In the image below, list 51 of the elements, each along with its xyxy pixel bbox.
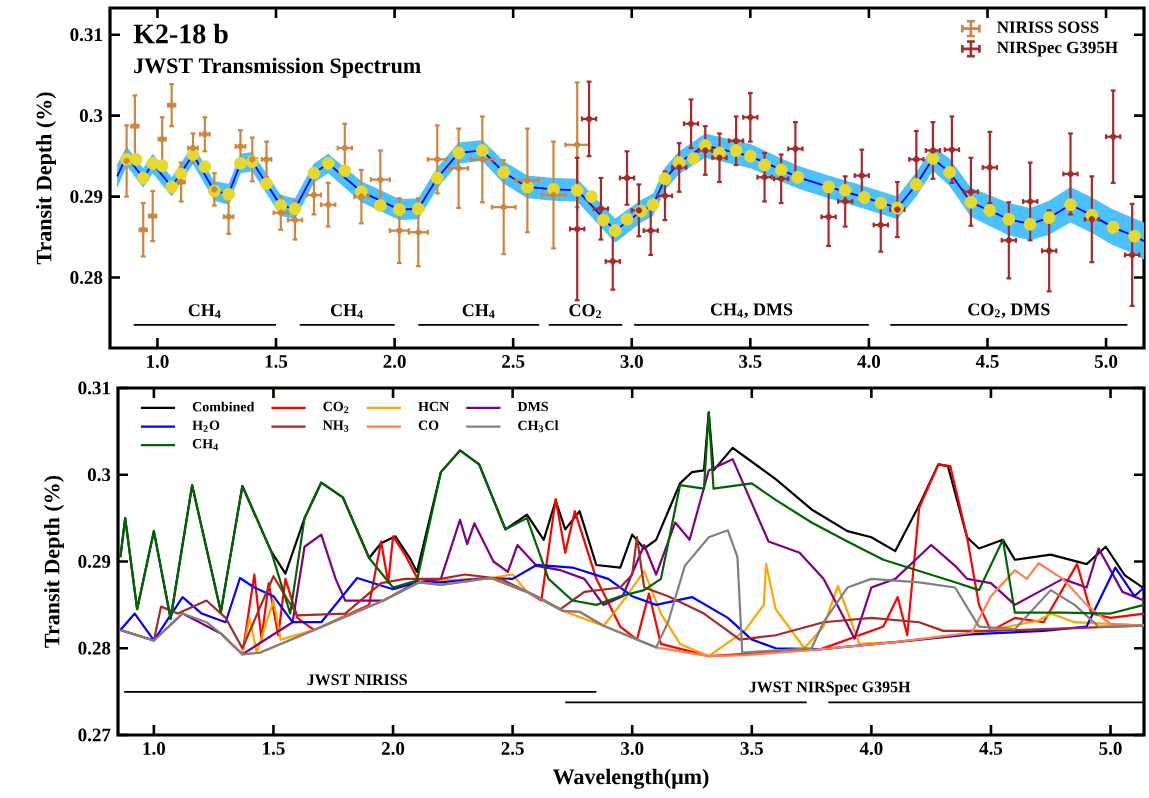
x-tick-label: 2.5: [501, 742, 524, 755]
x-tick-label: 1.5: [263, 742, 285, 755]
y-tick-label: 0.31: [70, 28, 102, 42]
legend-label: Combined: [192, 401, 255, 412]
y-tick-label: 0.29: [70, 190, 103, 204]
annotation: CH$_{4}$: [330, 304, 363, 319]
x-tick-label: 4.5: [975, 355, 999, 368]
x-tick-label: 3.0: [620, 355, 643, 368]
x-tick-label: 2.0: [383, 355, 406, 368]
y-tick-label: 0.28: [70, 271, 103, 285]
legend-label: CH$_{3}$Cl: [518, 420, 559, 433]
annotation: CO$_{2}$: [569, 304, 602, 319]
annotation: JWST NIRISS: [307, 674, 407, 686]
x-tick-label: 3.0: [621, 742, 644, 755]
y-tick-label: 0.3: [79, 109, 103, 123]
y-axis-title: Transit Depth (%): [44, 475, 64, 648]
x-tick-label: 2.5: [502, 355, 525, 368]
y-tick-label: 0.3: [87, 468, 111, 482]
x-axis-title: Wavelength(μm): [552, 768, 709, 789]
annotation: JWST NIRSpec G395H: [749, 681, 911, 696]
legend-label: CO$_{2}$: [323, 401, 349, 414]
legend-label: CH$_{4}$: [192, 439, 218, 451]
legend-label: CO: [418, 420, 439, 430]
x-tick-label: 3.5: [739, 355, 762, 368]
y-tick-label: 0.31: [78, 381, 110, 395]
annotation: CH$_{4}$: [188, 304, 221, 319]
annotation: CO$_{2}$, DMS: [968, 303, 1050, 319]
legend-label: HCN: [418, 401, 449, 412]
legend-label: H$_{2}$O: [192, 420, 220, 432]
chart-title: K2-18 b: [133, 23, 228, 44]
x-tick-label: 1.0: [147, 355, 169, 368]
y-axis-title: Transit Depth (%): [36, 92, 56, 265]
x-tick-label: 1.5: [265, 355, 288, 368]
legend-label: NH$_{3}$: [322, 420, 349, 432]
x-tick-label: 5.0: [1094, 355, 1118, 368]
text: JWST Transmission Spectrum: [134, 57, 421, 78]
x-tick-label: 2.0: [381, 742, 405, 755]
x-tick-label: 4.0: [857, 355, 881, 368]
x-tick-label: 1.0: [143, 742, 166, 755]
annotation: CH$_{4}$: [462, 304, 495, 319]
y-tick-label: 0.27: [78, 728, 111, 742]
x-tick-label: 5.0: [1099, 742, 1122, 755]
annotation: CH$_{4}$, DMS: [710, 303, 793, 319]
y-tick-label: 0.28: [78, 641, 111, 655]
x-tick-label: 4.5: [979, 742, 1003, 755]
legend-label: NIRSpec G395H: [997, 41, 1118, 57]
x-tick-label: 4.0: [859, 742, 883, 755]
x-tick-label: 3.5: [740, 742, 763, 755]
legend-label: DMS: [517, 401, 549, 412]
y-tick-label: 0.29: [78, 555, 111, 568]
legend-label: NIRISS SOSS: [997, 21, 1099, 33]
